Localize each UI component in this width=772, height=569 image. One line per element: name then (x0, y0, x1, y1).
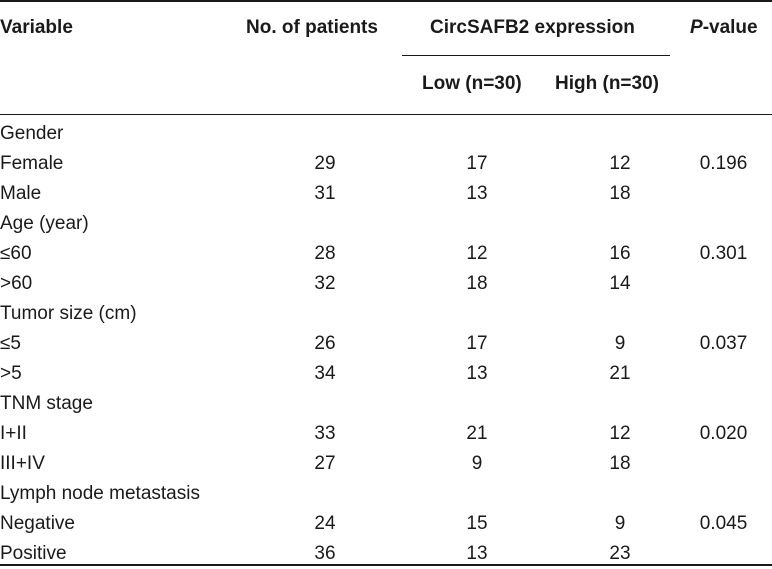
variable-cell: Positive (0, 543, 67, 564)
p-value-cell (675, 179, 772, 209)
high-cell (545, 389, 695, 419)
variable-cell: Lymph node metastasis (0, 483, 200, 504)
p-value-cell: 0.020 (699, 423, 748, 444)
header-p-suffix: -value (702, 17, 758, 38)
low-cell: 17 (466, 153, 488, 174)
header-expression: CircSAFB2 expression (430, 17, 635, 38)
p-value-cell (675, 359, 772, 389)
p-value-cell (675, 209, 772, 239)
high-cell: 18 (609, 183, 631, 204)
variable-cell: Male (0, 183, 42, 204)
patients-cell (240, 119, 410, 149)
high-cell (545, 209, 695, 239)
high-cell: 23 (609, 543, 631, 564)
header-rule (0, 114, 772, 115)
low-cell (402, 389, 552, 419)
low-cell (402, 119, 552, 149)
low-cell: 9 (471, 453, 483, 474)
patients-cell (240, 389, 410, 419)
high-cell: 16 (609, 243, 631, 264)
low-cell: 13 (466, 183, 488, 204)
patients-cell: 27 (314, 453, 336, 474)
header-patients: No. of patients (246, 17, 378, 38)
patients-cell: 31 (314, 183, 336, 204)
patients-cell: 32 (314, 273, 336, 294)
variable-cell: Female (0, 153, 64, 174)
patients-cell (240, 209, 410, 239)
low-cell: 13 (466, 363, 488, 384)
high-cell: 12 (609, 153, 631, 174)
p-value-cell: 0.037 (699, 333, 748, 354)
variable-cell: Age (year) (0, 213, 89, 234)
p-value-cell (675, 269, 772, 299)
variable-cell: Negative (0, 513, 75, 534)
patients-cell: 26 (314, 333, 336, 354)
variable-cell: TNM stage (0, 393, 93, 414)
patients-cell: 34 (314, 363, 336, 384)
variable-cell: Gender (0, 123, 64, 144)
p-value-cell: 0.301 (699, 243, 748, 264)
p-value-cell (675, 119, 772, 149)
variable-cell: ≤60 (0, 243, 32, 264)
p-value-cell: 0.196 (699, 153, 748, 174)
low-cell: 15 (466, 513, 488, 534)
p-value-cell (675, 449, 772, 479)
p-value-cell (675, 479, 772, 509)
top-rule (0, 0, 772, 2)
variable-cell: ≤5 (0, 333, 21, 354)
p-value-cell (675, 389, 772, 419)
low-cell (402, 209, 552, 239)
p-value-cell: 0.045 (699, 513, 748, 534)
low-cell: 12 (466, 243, 488, 264)
variable-cell: I+II (0, 423, 27, 444)
low-cell: 13 (466, 543, 488, 564)
patients-cell: 24 (314, 513, 336, 534)
variable-cell: Tumor size (cm) (0, 303, 137, 324)
header-high: High (n=30) (555, 73, 659, 94)
header-p-value: P-value (690, 17, 758, 39)
patients-cell (240, 299, 410, 329)
variable-cell: >60 (0, 273, 33, 294)
high-cell: 12 (609, 423, 631, 444)
high-cell (545, 119, 695, 149)
high-cell: 18 (609, 453, 631, 474)
low-cell: 17 (466, 333, 488, 354)
header-p-letter: P (690, 17, 703, 38)
expression-subrule (402, 55, 670, 56)
p-value-cell (675, 299, 772, 329)
high-cell: 14 (609, 273, 631, 294)
bottom-rule (0, 564, 772, 566)
low-cell: 21 (466, 423, 488, 444)
high-cell (545, 479, 695, 509)
patients-cell: 28 (314, 243, 336, 264)
high-cell (545, 299, 695, 329)
patients-cell: 29 (314, 153, 336, 174)
low-cell (402, 479, 552, 509)
high-cell: 9 (614, 333, 626, 354)
header-variable: Variable (0, 17, 73, 38)
patients-cell (240, 479, 410, 509)
variable-cell: III+IV (0, 453, 45, 474)
patients-cell: 36 (314, 543, 336, 564)
header-low: Low (n=30) (422, 73, 522, 94)
low-cell: 18 (466, 273, 488, 294)
high-cell: 21 (609, 363, 631, 384)
patients-cell: 33 (314, 423, 336, 444)
low-cell (402, 299, 552, 329)
variable-cell: >5 (0, 363, 22, 384)
high-cell: 9 (614, 513, 626, 534)
